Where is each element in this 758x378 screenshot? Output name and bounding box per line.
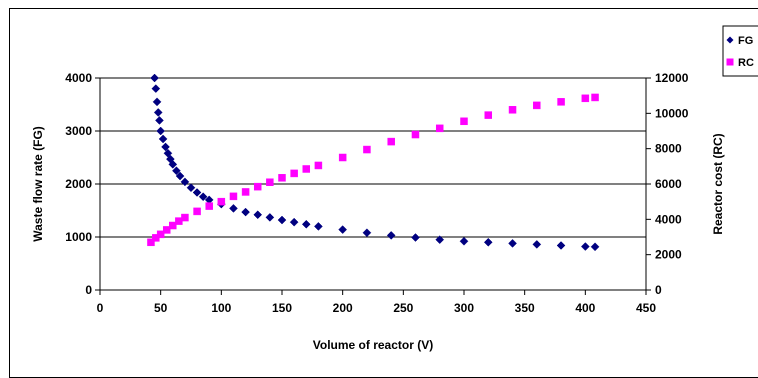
legend-rc-marker <box>726 58 734 66</box>
y-right-tick-label: 6000 <box>655 177 682 191</box>
fg-data-point <box>150 73 159 83</box>
fg-data-point <box>152 97 162 107</box>
y-right-tick-label: 2000 <box>655 248 682 262</box>
y-axis-right-title: Reactor cost (RC) <box>711 133 725 234</box>
x-axis-title: Volume of reactor (V) <box>313 338 433 352</box>
fg-data-point <box>459 236 469 246</box>
fg-data-point <box>556 241 566 250</box>
x-tick-label: 300 <box>454 301 474 315</box>
fg-data-point <box>172 166 181 176</box>
y-left-tick-label: 1000 <box>65 230 92 244</box>
rc-data-point <box>581 94 590 103</box>
rc-data-point <box>290 169 298 178</box>
fg-data-point <box>590 242 600 252</box>
rc-data-point <box>338 153 347 162</box>
scatter-chart: 0 50 100 150 200 250 300 350 400 450 0 1000 2000 3000… <box>31 25 758 352</box>
rc-data-point <box>181 213 189 222</box>
y-right-tick-label: 12000 <box>655 71 689 85</box>
fg-data-point <box>229 204 238 213</box>
x-tick-label: 450 <box>636 301 656 315</box>
fg-data-point <box>198 192 208 202</box>
x-tick-label: 100 <box>211 301 231 315</box>
fg-data-point <box>277 215 287 225</box>
y-right-tick-label: 10000 <box>655 106 689 120</box>
y-left-tick-label: 2000 <box>65 177 92 191</box>
fg-data-point <box>483 237 493 247</box>
rc-data-point <box>253 182 262 191</box>
rc-data-point <box>363 145 371 154</box>
fg-data-point <box>253 210 263 220</box>
rc-data-point <box>229 192 238 201</box>
rc-data-point <box>435 124 444 133</box>
rc-data-point <box>591 93 599 102</box>
rc-data-point <box>460 117 468 126</box>
legend: FG RC <box>722 25 758 77</box>
fg-data-point <box>186 183 196 193</box>
rc-data-point <box>205 202 213 210</box>
fg-data-point <box>158 134 168 144</box>
rc-data-point <box>302 165 311 173</box>
fg-data-point <box>175 171 185 181</box>
fg-data-point <box>411 233 420 242</box>
legend-rc-label: RC <box>738 57 754 69</box>
fg-data-point <box>314 222 323 231</box>
fg-data-point <box>151 84 161 93</box>
legend-fg-label: FG <box>738 35 753 47</box>
rc-data-point <box>387 137 395 146</box>
fg-data-point <box>362 228 372 238</box>
y-right-tick-label: 8000 <box>655 142 682 156</box>
rc-data-point <box>169 221 177 230</box>
rc-data-point <box>557 98 565 106</box>
fg-data-point <box>435 235 445 245</box>
rc-data-point <box>484 111 493 119</box>
y-left-tick-label: 3000 <box>65 124 92 138</box>
fg-data-point <box>532 240 542 249</box>
fg-data-point <box>580 242 590 251</box>
fg-data-point <box>241 207 250 217</box>
chart-frame <box>9 8 758 378</box>
fg-data-point <box>192 188 202 197</box>
fg-data-point <box>153 108 163 117</box>
y-right-tick-label: 0 <box>655 283 662 297</box>
x-tick-label: 200 <box>333 301 353 315</box>
rc-data-point <box>156 230 165 239</box>
rc-data-point <box>193 207 201 216</box>
fg-data-point <box>168 160 178 169</box>
x-tick-label: 50 <box>154 301 168 315</box>
legend-fg-marker <box>726 36 734 44</box>
rc-data-point <box>411 130 420 139</box>
fg-data-point <box>386 231 396 240</box>
fg-data-point <box>289 217 299 227</box>
fg-data-point <box>155 116 164 125</box>
y-axis-left-title: Waste flow rate (FG) <box>31 126 45 242</box>
y-right-tick-label: 4000 <box>655 212 682 226</box>
y-left-tick-label: 0 <box>85 283 92 297</box>
rc-data-point <box>278 174 286 182</box>
rc-data-point <box>266 178 274 186</box>
fg-data-point <box>180 177 190 187</box>
rc-data-point <box>241 188 250 196</box>
rc-data-point <box>217 197 226 206</box>
x-tick-label: 250 <box>393 301 413 315</box>
rc-data-point <box>314 161 323 170</box>
y-left-tick-label: 4000 <box>65 71 92 85</box>
rc-data-point <box>508 106 517 114</box>
fg-data-point <box>156 126 166 136</box>
x-tick-label: 0 <box>97 301 104 315</box>
x-tick-label: 150 <box>272 301 292 315</box>
fg-data-point <box>338 225 348 234</box>
fg-data-point <box>508 239 517 248</box>
x-tick-label: 400 <box>575 301 595 315</box>
rc-data-point <box>162 226 171 234</box>
fg-data-point <box>301 219 311 229</box>
fg-data-point <box>265 213 275 222</box>
rc-data-point <box>533 101 541 110</box>
rc-data-point <box>147 238 155 247</box>
x-tick-label: 350 <box>515 301 535 315</box>
fg-data-point <box>161 142 170 152</box>
